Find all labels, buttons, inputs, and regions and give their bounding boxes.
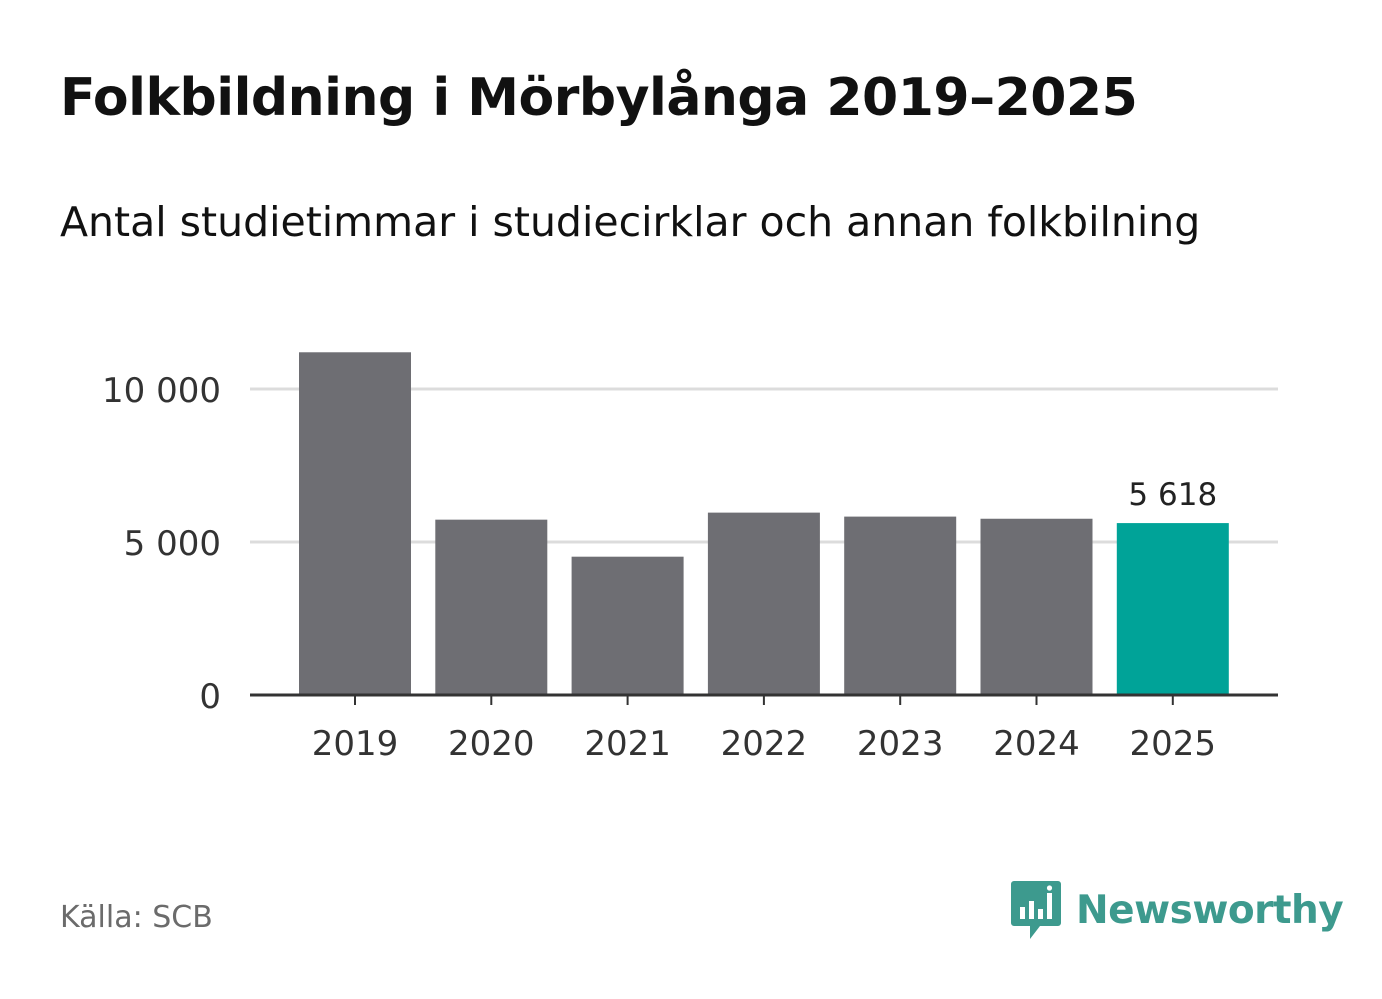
y-tick-label: 5 000: [124, 524, 221, 564]
x-tick-label: 2020: [448, 724, 535, 764]
bar-2024: [980, 518, 1093, 695]
x-tick-label: 2021: [584, 724, 671, 764]
brand-name: Newsworthy: [1076, 887, 1344, 933]
bar-2025: [1116, 523, 1229, 695]
bar-2020: [435, 519, 548, 695]
source-label: Källa: SCB: [60, 900, 213, 935]
bar-2023: [844, 516, 957, 695]
x-tick-label: 2024: [993, 724, 1080, 764]
x-tick-label: 2022: [721, 724, 808, 764]
y-tick-label: 0: [199, 677, 221, 717]
x-tick-label: 2025: [1130, 724, 1217, 764]
bar-chart-speech-bubble-icon: [1011, 881, 1061, 939]
y-tick-label: 10 000: [102, 371, 221, 411]
chart-subtitle: Antal studietimmar i studiecirklar och a…: [60, 198, 1201, 246]
data-label: 5 618: [1128, 477, 1217, 513]
brand-logo: Newsworthy: [1010, 878, 1344, 942]
bar-2021: [571, 556, 684, 695]
bar-2019: [299, 352, 411, 695]
bar-2022: [707, 512, 820, 695]
x-tick-label: 2023: [857, 724, 944, 764]
chart-title: Folkbildning i Mörbylånga 2019–2025: [60, 68, 1138, 128]
x-tick-label: 2019: [312, 724, 399, 764]
